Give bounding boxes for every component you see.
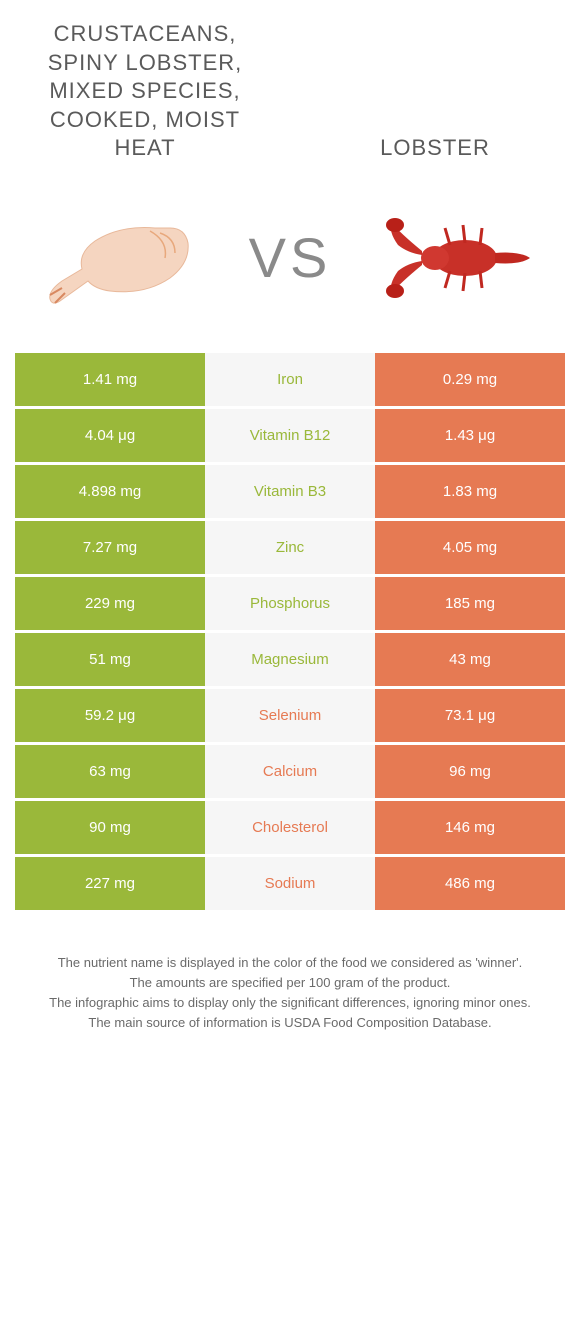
footer-notes: The nutrient name is displayed in the co… <box>15 913 565 1034</box>
table-row: 51 mgMagnesium43 mg <box>15 633 565 689</box>
image-row: VS <box>15 193 565 353</box>
footer-line-3: The infographic aims to display only the… <box>35 993 545 1013</box>
nutrient-name-cell: Selenium <box>205 689 375 742</box>
table-row: 7.27 mgZinc4.05 mg <box>15 521 565 577</box>
right-value-cell: 96 mg <box>375 745 565 798</box>
lobster-image <box>380 203 540 313</box>
right-value-cell: 185 mg <box>375 577 565 630</box>
right-value-cell: 43 mg <box>375 633 565 686</box>
shrimp-image <box>40 203 200 313</box>
left-value-cell: 63 mg <box>15 745 205 798</box>
right-value-cell: 4.05 mg <box>375 521 565 574</box>
right-food-title: LOBSTER <box>325 134 545 163</box>
nutrient-name-cell: Sodium <box>205 857 375 910</box>
nutrient-name-cell: Phosphorus <box>205 577 375 630</box>
left-value-cell: 7.27 mg <box>15 521 205 574</box>
table-row: 4.898 mgVitamin B31.83 mg <box>15 465 565 521</box>
left-value-cell: 4.898 mg <box>15 465 205 518</box>
table-row: 227 mgSodium486 mg <box>15 857 565 913</box>
right-value-cell: 146 mg <box>375 801 565 854</box>
left-value-cell: 90 mg <box>15 801 205 854</box>
infographic-container: CRUSTACEANS, SPINY LOBSTER, MIXED SPECIE… <box>0 0 580 1064</box>
nutrient-name-cell: Cholesterol <box>205 801 375 854</box>
table-row: 229 mgPhosphorus185 mg <box>15 577 565 633</box>
left-value-cell: 227 mg <box>15 857 205 910</box>
left-value-cell: 229 mg <box>15 577 205 630</box>
left-value-cell: 59.2 μg <box>15 689 205 742</box>
footer-line-4: The main source of information is USDA F… <box>35 1013 545 1033</box>
table-row: 90 mgCholesterol146 mg <box>15 801 565 857</box>
right-value-cell: 73.1 μg <box>375 689 565 742</box>
left-value-cell: 4.04 μg <box>15 409 205 462</box>
nutrient-name-cell: Iron <box>205 353 375 406</box>
nutrient-name-cell: Vitamin B3 <box>205 465 375 518</box>
header-row: CRUSTACEANS, SPINY LOBSTER, MIXED SPECIE… <box>15 20 565 193</box>
vs-label: VS <box>249 225 332 290</box>
right-value-cell: 0.29 mg <box>375 353 565 406</box>
right-value-cell: 1.83 mg <box>375 465 565 518</box>
right-value-cell: 486 mg <box>375 857 565 910</box>
table-row: 59.2 μgSelenium73.1 μg <box>15 689 565 745</box>
nutrient-name-cell: Zinc <box>205 521 375 574</box>
table-row: 1.41 mgIron0.29 mg <box>15 353 565 409</box>
table-row: 4.04 μgVitamin B121.43 μg <box>15 409 565 465</box>
nutrient-name-cell: Vitamin B12 <box>205 409 375 462</box>
nutrient-table: 1.41 mgIron0.29 mg4.04 μgVitamin B121.43… <box>15 353 565 913</box>
left-food-title: CRUSTACEANS, SPINY LOBSTER, MIXED SPECIE… <box>35 20 255 163</box>
nutrient-name-cell: Magnesium <box>205 633 375 686</box>
table-row: 63 mgCalcium96 mg <box>15 745 565 801</box>
footer-line-1: The nutrient name is displayed in the co… <box>35 953 545 973</box>
right-value-cell: 1.43 μg <box>375 409 565 462</box>
nutrient-name-cell: Calcium <box>205 745 375 798</box>
left-value-cell: 51 mg <box>15 633 205 686</box>
left-value-cell: 1.41 mg <box>15 353 205 406</box>
footer-line-2: The amounts are specified per 100 gram o… <box>35 973 545 993</box>
